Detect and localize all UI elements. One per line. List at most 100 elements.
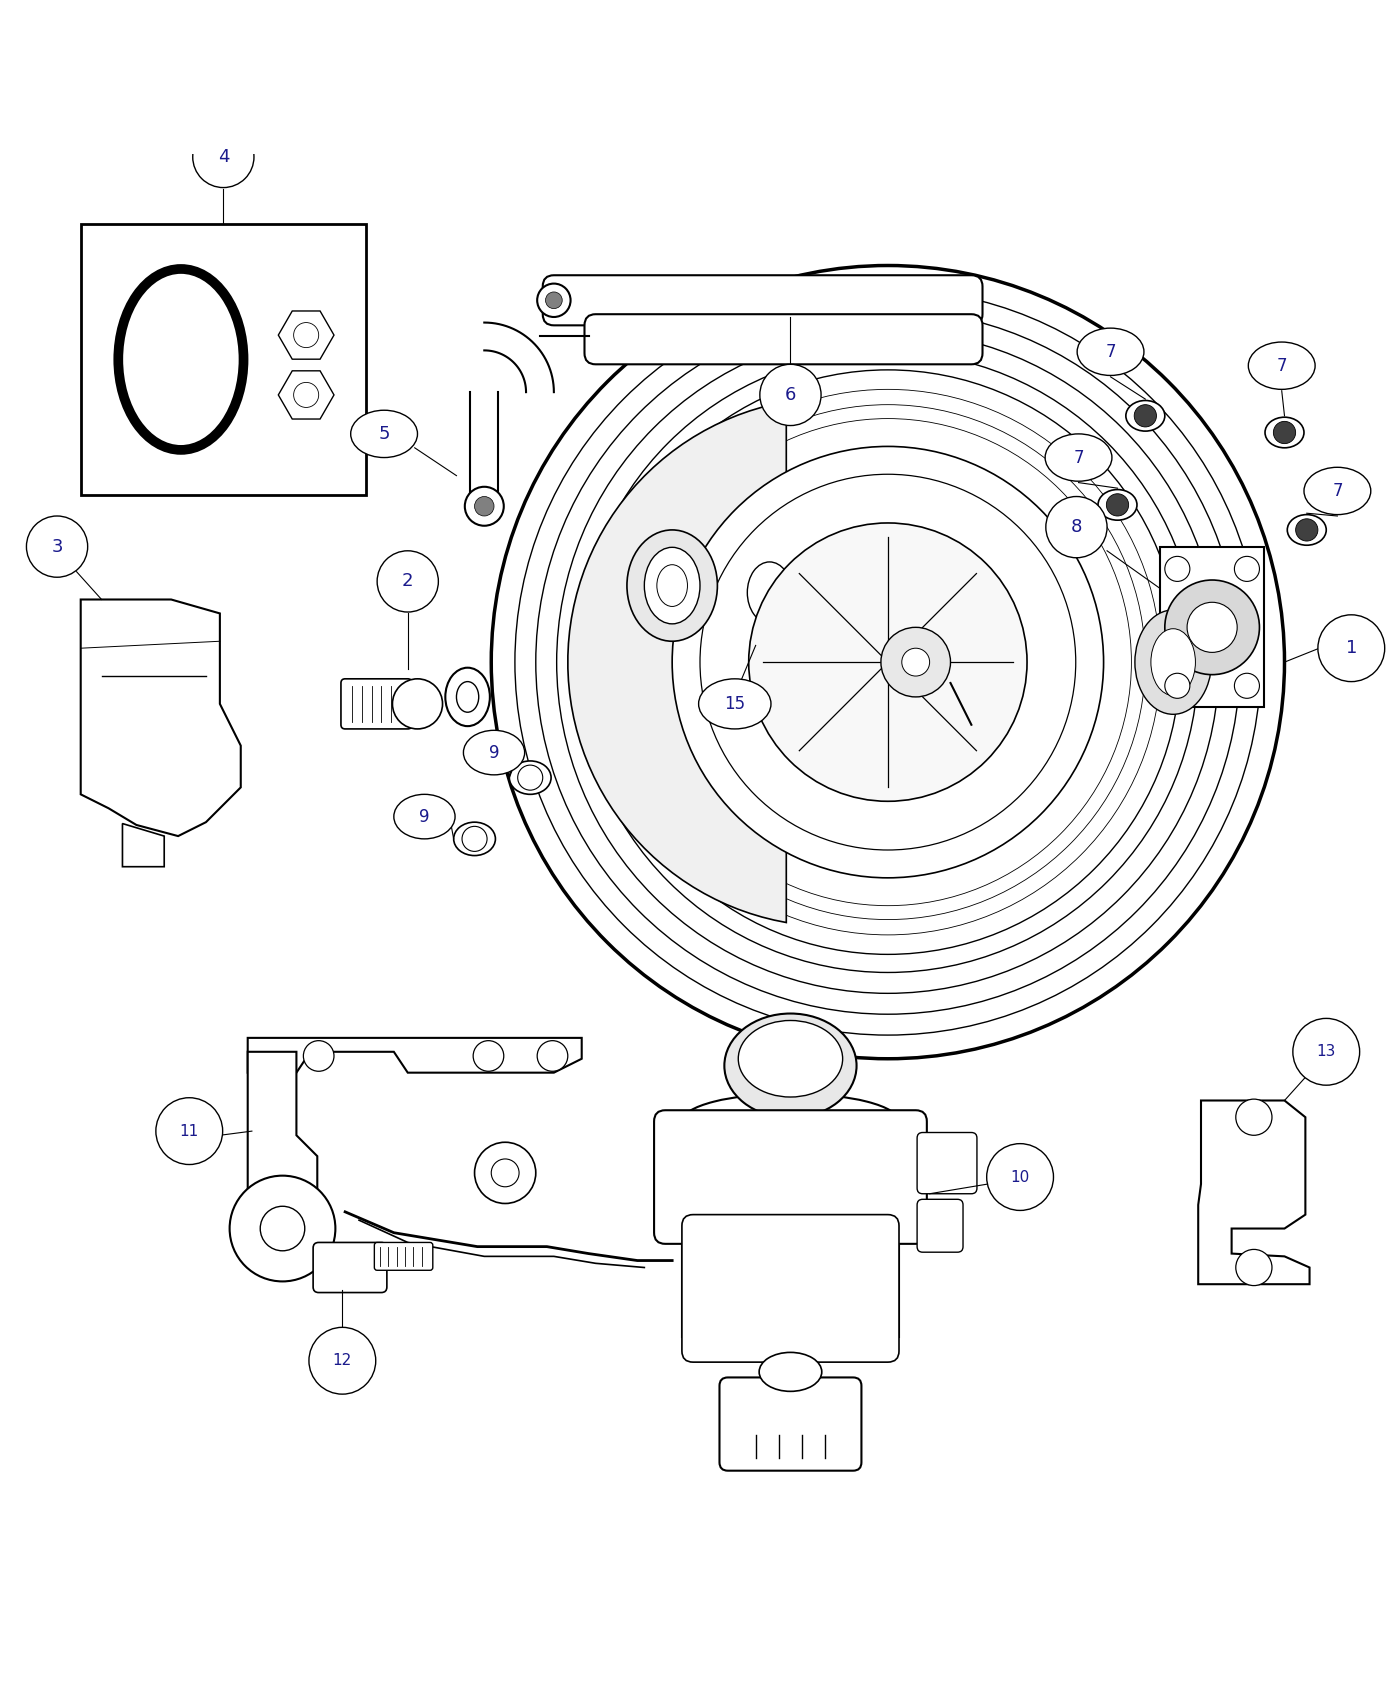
Text: 10: 10 xyxy=(1011,1170,1030,1185)
Circle shape xyxy=(1187,602,1238,653)
Circle shape xyxy=(294,382,319,408)
Ellipse shape xyxy=(1077,328,1144,376)
Circle shape xyxy=(27,517,88,578)
FancyBboxPatch shape xyxy=(374,1243,433,1270)
Ellipse shape xyxy=(657,564,687,607)
Text: 12: 12 xyxy=(333,1353,351,1368)
Ellipse shape xyxy=(445,668,490,726)
Circle shape xyxy=(155,1098,223,1164)
Circle shape xyxy=(465,486,504,525)
Circle shape xyxy=(1236,1100,1273,1136)
Text: 2: 2 xyxy=(402,573,413,590)
FancyBboxPatch shape xyxy=(342,678,412,729)
Circle shape xyxy=(881,627,951,697)
Circle shape xyxy=(473,1040,504,1071)
Ellipse shape xyxy=(627,530,717,641)
Ellipse shape xyxy=(456,682,479,712)
Circle shape xyxy=(475,496,494,517)
Circle shape xyxy=(1235,556,1260,581)
Ellipse shape xyxy=(724,1013,857,1119)
Text: 15: 15 xyxy=(724,695,745,712)
Ellipse shape xyxy=(748,563,792,624)
Circle shape xyxy=(230,1176,336,1282)
Ellipse shape xyxy=(350,410,417,457)
Text: 9: 9 xyxy=(489,743,500,762)
Ellipse shape xyxy=(1151,629,1196,695)
Ellipse shape xyxy=(1126,401,1165,432)
Circle shape xyxy=(749,524,1028,801)
Polygon shape xyxy=(248,1052,318,1209)
Text: 7: 7 xyxy=(1074,449,1084,466)
Circle shape xyxy=(1165,580,1260,675)
Text: 3: 3 xyxy=(52,537,63,556)
Polygon shape xyxy=(248,1039,582,1073)
Text: 6: 6 xyxy=(785,386,797,405)
Circle shape xyxy=(538,1040,568,1071)
Circle shape xyxy=(475,1142,536,1204)
FancyBboxPatch shape xyxy=(654,1110,927,1244)
Text: 7: 7 xyxy=(1105,343,1116,360)
Text: 9: 9 xyxy=(419,808,430,826)
Ellipse shape xyxy=(463,731,525,775)
Text: 11: 11 xyxy=(179,1124,199,1139)
Ellipse shape xyxy=(759,1353,822,1391)
Circle shape xyxy=(491,1159,519,1187)
Circle shape xyxy=(1134,405,1156,427)
Text: 4: 4 xyxy=(217,148,230,167)
Circle shape xyxy=(1235,673,1260,699)
Ellipse shape xyxy=(510,762,552,794)
Polygon shape xyxy=(682,1122,899,1338)
Text: 13: 13 xyxy=(1316,1044,1336,1059)
Circle shape xyxy=(294,323,319,347)
Polygon shape xyxy=(81,600,241,836)
Circle shape xyxy=(193,126,253,187)
Circle shape xyxy=(377,551,438,612)
Circle shape xyxy=(902,648,930,677)
Circle shape xyxy=(760,364,820,425)
Circle shape xyxy=(1165,673,1190,699)
Circle shape xyxy=(609,384,1166,940)
Ellipse shape xyxy=(1287,515,1326,546)
FancyBboxPatch shape xyxy=(314,1243,386,1292)
Polygon shape xyxy=(568,401,787,923)
Ellipse shape xyxy=(1046,434,1112,481)
Circle shape xyxy=(1317,615,1385,682)
Ellipse shape xyxy=(682,1093,899,1149)
FancyBboxPatch shape xyxy=(543,275,983,325)
Circle shape xyxy=(1106,493,1128,517)
Ellipse shape xyxy=(699,678,771,729)
FancyBboxPatch shape xyxy=(917,1132,977,1193)
Circle shape xyxy=(1165,556,1190,581)
Text: 8: 8 xyxy=(1071,518,1082,536)
Ellipse shape xyxy=(393,794,455,838)
Circle shape xyxy=(538,284,571,316)
Polygon shape xyxy=(1161,547,1264,707)
Text: 1: 1 xyxy=(1345,639,1357,658)
Circle shape xyxy=(309,1328,375,1394)
Bar xyxy=(81,224,365,495)
Ellipse shape xyxy=(644,547,700,624)
Polygon shape xyxy=(122,823,164,867)
Ellipse shape xyxy=(1249,342,1315,389)
FancyBboxPatch shape xyxy=(682,1214,899,1362)
Circle shape xyxy=(392,678,442,729)
Ellipse shape xyxy=(1303,468,1371,515)
Ellipse shape xyxy=(735,547,805,638)
Circle shape xyxy=(1046,496,1107,558)
Ellipse shape xyxy=(1135,610,1211,714)
FancyBboxPatch shape xyxy=(584,314,983,364)
Circle shape xyxy=(304,1040,335,1071)
FancyBboxPatch shape xyxy=(720,1377,861,1470)
Circle shape xyxy=(672,447,1103,877)
Polygon shape xyxy=(484,323,554,393)
FancyBboxPatch shape xyxy=(917,1198,963,1253)
Circle shape xyxy=(546,292,563,309)
Circle shape xyxy=(1295,518,1317,541)
Circle shape xyxy=(462,826,487,852)
Text: 7: 7 xyxy=(1333,483,1343,500)
Ellipse shape xyxy=(1266,416,1303,447)
Circle shape xyxy=(987,1144,1053,1210)
Circle shape xyxy=(1274,422,1295,444)
Polygon shape xyxy=(1198,1100,1309,1284)
Circle shape xyxy=(1236,1250,1273,1285)
